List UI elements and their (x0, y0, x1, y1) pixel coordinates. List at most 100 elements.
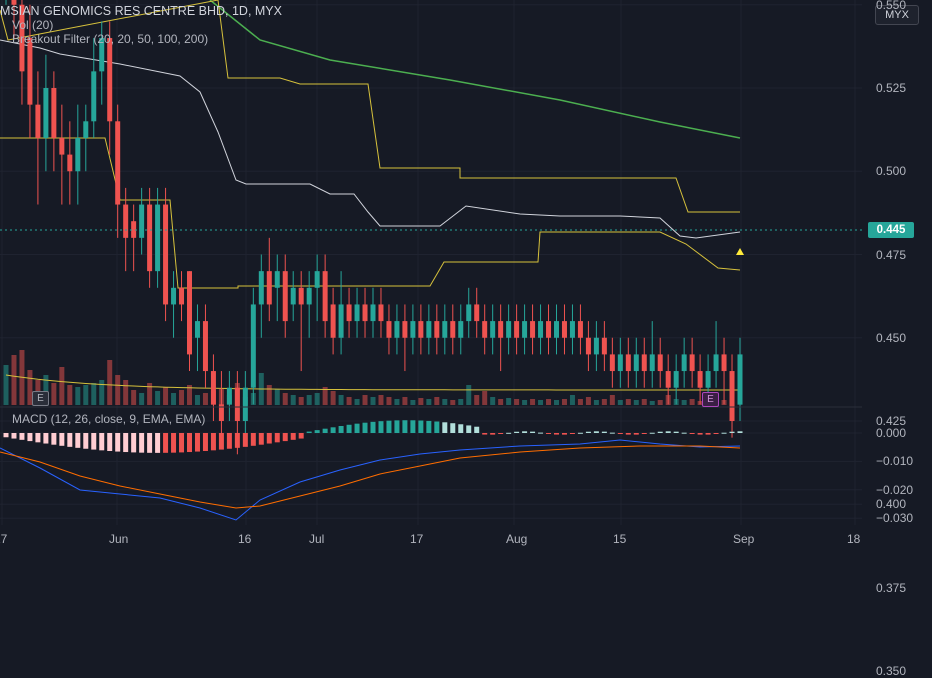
macd-histogram-bar (107, 433, 113, 451)
candle-body (498, 321, 504, 338)
volume-bar (99, 380, 105, 405)
volume-bar (458, 399, 464, 405)
volume-bar (538, 400, 544, 405)
macd-histogram-bar (585, 431, 591, 433)
macd-histogram-bar (346, 424, 352, 433)
time-axis-label: 17 (410, 532, 424, 546)
macd-histogram-bar (202, 433, 208, 451)
candle-body (426, 321, 432, 338)
breakout-indicator-label[interactable]: Breakout Filter (20, 20, 50, 100, 200) (12, 32, 209, 46)
candle-body (298, 287, 304, 305)
macd-histogram-bar (713, 433, 719, 434)
volume-bar (298, 397, 304, 405)
macd-histogram-bar (458, 424, 464, 433)
volume-bar (522, 400, 528, 405)
candle-body (569, 321, 575, 338)
macd-histogram-bar (338, 425, 344, 433)
candle-body (657, 354, 663, 372)
macd-histogram-bar (75, 433, 81, 448)
volume-bar (282, 393, 288, 405)
macd-histogram-bar (179, 433, 185, 453)
candle-body (450, 321, 456, 338)
volume-bar (75, 387, 81, 405)
candle-body (107, 38, 113, 122)
candle-body (386, 321, 392, 338)
candle-body (378, 304, 384, 322)
volume-bar (179, 390, 185, 405)
candle-body (689, 354, 695, 372)
macd-histogram-bar (466, 425, 472, 433)
price-axis-label: 0.375 (876, 580, 907, 595)
volume-bar (593, 400, 599, 405)
trailing-stop-line (0, 39, 741, 239)
volume-indicator-label[interactable]: Vol (20) (12, 18, 54, 32)
earnings-badge-upcoming[interactable]: E (702, 392, 719, 407)
macd-histogram-bar (402, 420, 408, 433)
macd-histogram-bar (306, 431, 312, 433)
candle-body (210, 371, 216, 405)
candle-body (202, 321, 208, 372)
candle-body (314, 271, 320, 288)
volume-bar (27, 370, 33, 405)
time-axis-label: 17 (0, 532, 8, 546)
volume-bar (107, 360, 113, 405)
candle-body (187, 271, 192, 355)
macd-histogram-bar (609, 432, 615, 434)
macd-histogram-bar (282, 433, 288, 442)
volume-bar (585, 397, 591, 405)
macd-histogram-bar (665, 431, 671, 433)
macd-histogram-bar (546, 433, 552, 434)
candle-body (561, 321, 567, 338)
candle-body (290, 287, 296, 305)
currency-button[interactable]: MYX (875, 5, 919, 25)
macd-histogram-bar (577, 432, 583, 434)
macd-histogram-bar (163, 433, 169, 453)
macd-histogram-bar (673, 431, 679, 433)
candle-body (306, 287, 312, 305)
volume-bar (338, 395, 344, 405)
candle-body (274, 271, 280, 288)
candle-body (330, 304, 336, 338)
earnings-badge[interactable]: E (32, 391, 49, 406)
macd-histogram-bar (426, 420, 432, 433)
macd-histogram-bar (210, 433, 216, 451)
candle-body (338, 304, 344, 338)
macd-axis-label: −0.030 (876, 511, 914, 526)
macd-histogram-bar (490, 433, 496, 435)
volume-bar (426, 399, 432, 405)
candle-body (681, 354, 687, 372)
macd-histogram-bar (43, 433, 49, 444)
macd-histogram-bar (322, 428, 328, 433)
volume-bar (163, 387, 169, 405)
volume-bar (442, 399, 448, 405)
macd-axis-label: −0.010 (876, 454, 914, 469)
volume-bar (354, 399, 360, 405)
macd-indicator-label[interactable]: MACD (12, 26, close, 9, EMA, EMA) (12, 412, 206, 426)
macd-histogram-bar (155, 433, 161, 453)
candle-body (546, 321, 552, 338)
macd-histogram-bar (442, 422, 448, 433)
macd-histogram-bar (569, 433, 575, 434)
macd-histogram-bar (27, 433, 33, 442)
breakout-channel-layer (0, 0, 741, 289)
candle-body (394, 321, 400, 338)
macd-histogram-bar (234, 433, 240, 448)
candle-body (713, 354, 719, 372)
volume-bar (274, 389, 280, 405)
candle-body (418, 321, 424, 338)
volume-bar (386, 397, 392, 405)
volume-bar (378, 395, 384, 405)
macd-histogram-bar (91, 433, 97, 450)
candle-body (482, 321, 488, 338)
candle-body (43, 88, 49, 138)
macd-histogram-bar (354, 423, 360, 433)
candle-body (410, 321, 416, 338)
time-axis-label: Jun (109, 532, 129, 546)
volume-bar (306, 395, 312, 405)
macd-histogram-bar (697, 433, 703, 435)
candle-body (163, 204, 169, 305)
volume-bar (482, 391, 488, 405)
volume-bar (155, 391, 161, 405)
volume-layer (3, 350, 743, 405)
candle-body (91, 71, 97, 122)
